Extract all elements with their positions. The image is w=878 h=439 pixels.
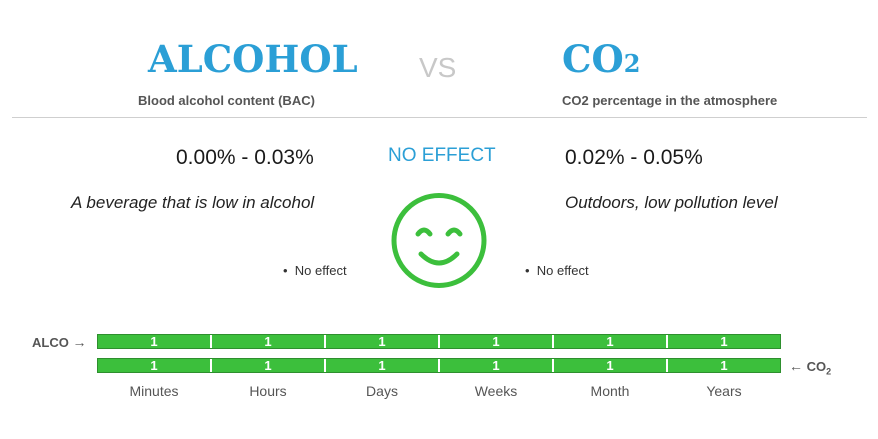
co2-row-label: ← CO2 <box>789 358 831 377</box>
co2-bar: 1 1 1 1 1 1 <box>97 358 781 373</box>
period-label: Days <box>366 383 398 399</box>
vs-label: VS <box>419 52 457 83</box>
co2-label-sub: 2 <box>826 366 832 377</box>
period-label: Years <box>706 383 742 399</box>
alco-bar-segment: 1 <box>554 335 668 348</box>
co2-bar-segment: 1 <box>98 359 212 372</box>
co2-subtitle: CO2 percentage in the atmosphere <box>562 93 778 108</box>
alco-bar-segment: 1 <box>212 335 326 348</box>
co2-bar-segment: 1 <box>212 359 326 372</box>
alco-label-text: ALCO <box>32 335 69 350</box>
alco-bar-segment: 1 <box>668 335 780 348</box>
co2-bar-segment: 1 <box>668 359 780 372</box>
alcohol-subtitle: Blood alcohol content (BAC) <box>138 93 315 108</box>
co2-label-main: CO <box>806 359 827 374</box>
period-label: Weeks <box>474 383 518 399</box>
co2-title: CO2 <box>562 41 640 78</box>
co2-title-main: CO <box>562 37 624 81</box>
co2-bar-segment: 1 <box>440 359 554 372</box>
alco-bar-segment: 1 <box>326 335 440 348</box>
alco-row-label: ALCO → <box>32 334 86 350</box>
alcohol-bullet-text: No effect <box>294 263 347 278</box>
effect-label: NO EFFECT <box>388 145 496 166</box>
bullet-dot-icon: • <box>525 263 530 278</box>
alco-bar-segment: 1 <box>440 335 554 348</box>
co2-bullet-text: No effect <box>536 263 589 278</box>
alco-bar: 1 1 1 1 1 1 <box>97 334 781 349</box>
period-label: Month <box>590 383 630 399</box>
co2-title-sub: 2 <box>623 49 641 78</box>
co2-bar-segment: 1 <box>554 359 668 372</box>
co2-range: 0.02% - 0.05% <box>565 146 703 169</box>
period-label: Minutes <box>129 383 179 399</box>
alcohol-title: ALCOHOL <box>148 37 358 81</box>
co2-description: Outdoors, low pollution level <box>565 193 778 212</box>
co2-bullet: • No effect <box>525 263 589 278</box>
arrow-left-icon: ← <box>789 358 803 374</box>
alco-bar-segment: 1 <box>98 335 212 348</box>
period-label: Hours <box>249 383 287 399</box>
co2-bar-segment: 1 <box>326 359 440 372</box>
header-divider <box>12 117 867 118</box>
alcohol-bullet: • No effect <box>283 263 347 278</box>
alcohol-range: 0.00% - 0.03% <box>176 146 314 169</box>
alcohol-description: A beverage that is low in alcohol <box>71 193 315 212</box>
bullet-dot-icon: • <box>283 263 288 278</box>
arrow-right-icon: → <box>72 334 87 350</box>
smiley-face-icon <box>391 193 487 288</box>
